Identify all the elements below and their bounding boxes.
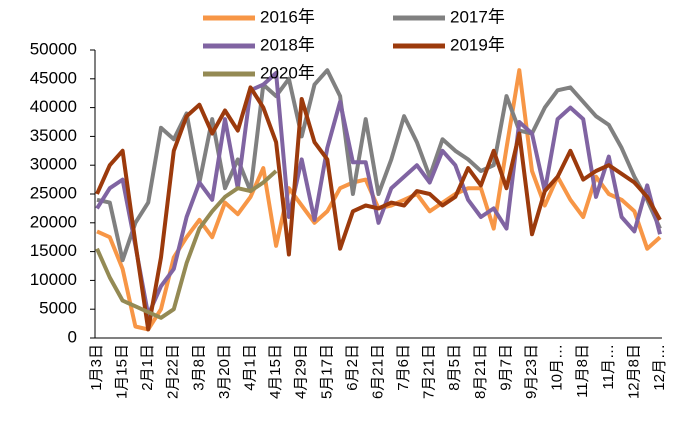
x-tick-label: 8月21日	[472, 344, 489, 399]
y-tick-label: 5000	[39, 299, 77, 318]
legend-label: 2019年	[450, 35, 505, 54]
y-tick-label: 25000	[30, 183, 77, 202]
y-tick-label: 40000	[30, 97, 77, 116]
series-line	[95, 85, 662, 332]
y-tick-label: 35000	[30, 126, 77, 145]
x-tick-label: 12月…	[651, 344, 668, 391]
x-tick-label: 1月15日	[114, 344, 131, 399]
legend-label: 2017年	[450, 7, 505, 26]
x-tick-label: 2月22日	[165, 344, 182, 399]
x-tick-label: 12月8日	[625, 344, 642, 399]
x-tick-label: 4月29日	[293, 344, 310, 399]
x-tick-label: 3月20日	[216, 344, 233, 399]
series-line	[96, 68, 662, 332]
y-tick-label: 20000	[30, 212, 77, 231]
x-tick-label: 6月2日	[344, 344, 361, 391]
x-tick-label: 3月8日	[190, 344, 207, 391]
x-tick-label: 6月21日	[369, 344, 386, 399]
legend-label: 2018年	[260, 35, 315, 54]
x-tick-label: 4月1日	[242, 344, 259, 391]
y-tick-label: 15000	[30, 241, 77, 260]
x-tick-label: 9月7日	[497, 344, 514, 391]
y-tick-label: 50000	[30, 39, 77, 58]
x-tick-label: 1月3日	[88, 344, 105, 391]
y-tick-label: 45000	[30, 68, 77, 87]
y-tick-label: 30000	[30, 155, 77, 174]
x-tick-label: 10月…	[549, 344, 566, 391]
x-tick-label: 7月6日	[395, 344, 412, 391]
y-tick-label: 10000	[30, 270, 77, 289]
series-line	[96, 68, 662, 263]
series-line	[95, 71, 662, 317]
series-line	[95, 169, 278, 320]
x-tick-label: 11月…	[600, 344, 617, 390]
y-tick-label: 0	[68, 327, 77, 346]
x-tick-label: 2月1日	[139, 344, 156, 391]
legend-label: 2016年	[260, 7, 315, 26]
x-tick-label: 5月17日	[318, 344, 335, 399]
x-tick-label: 8月5日	[446, 344, 463, 391]
legend-label: 2020年	[260, 63, 315, 82]
x-tick-label: 11月8日	[574, 344, 591, 398]
x-tick-label: 4月15日	[267, 344, 284, 399]
x-tick-label: 9月23日	[523, 344, 540, 399]
x-tick-label: 7月21日	[421, 344, 438, 399]
